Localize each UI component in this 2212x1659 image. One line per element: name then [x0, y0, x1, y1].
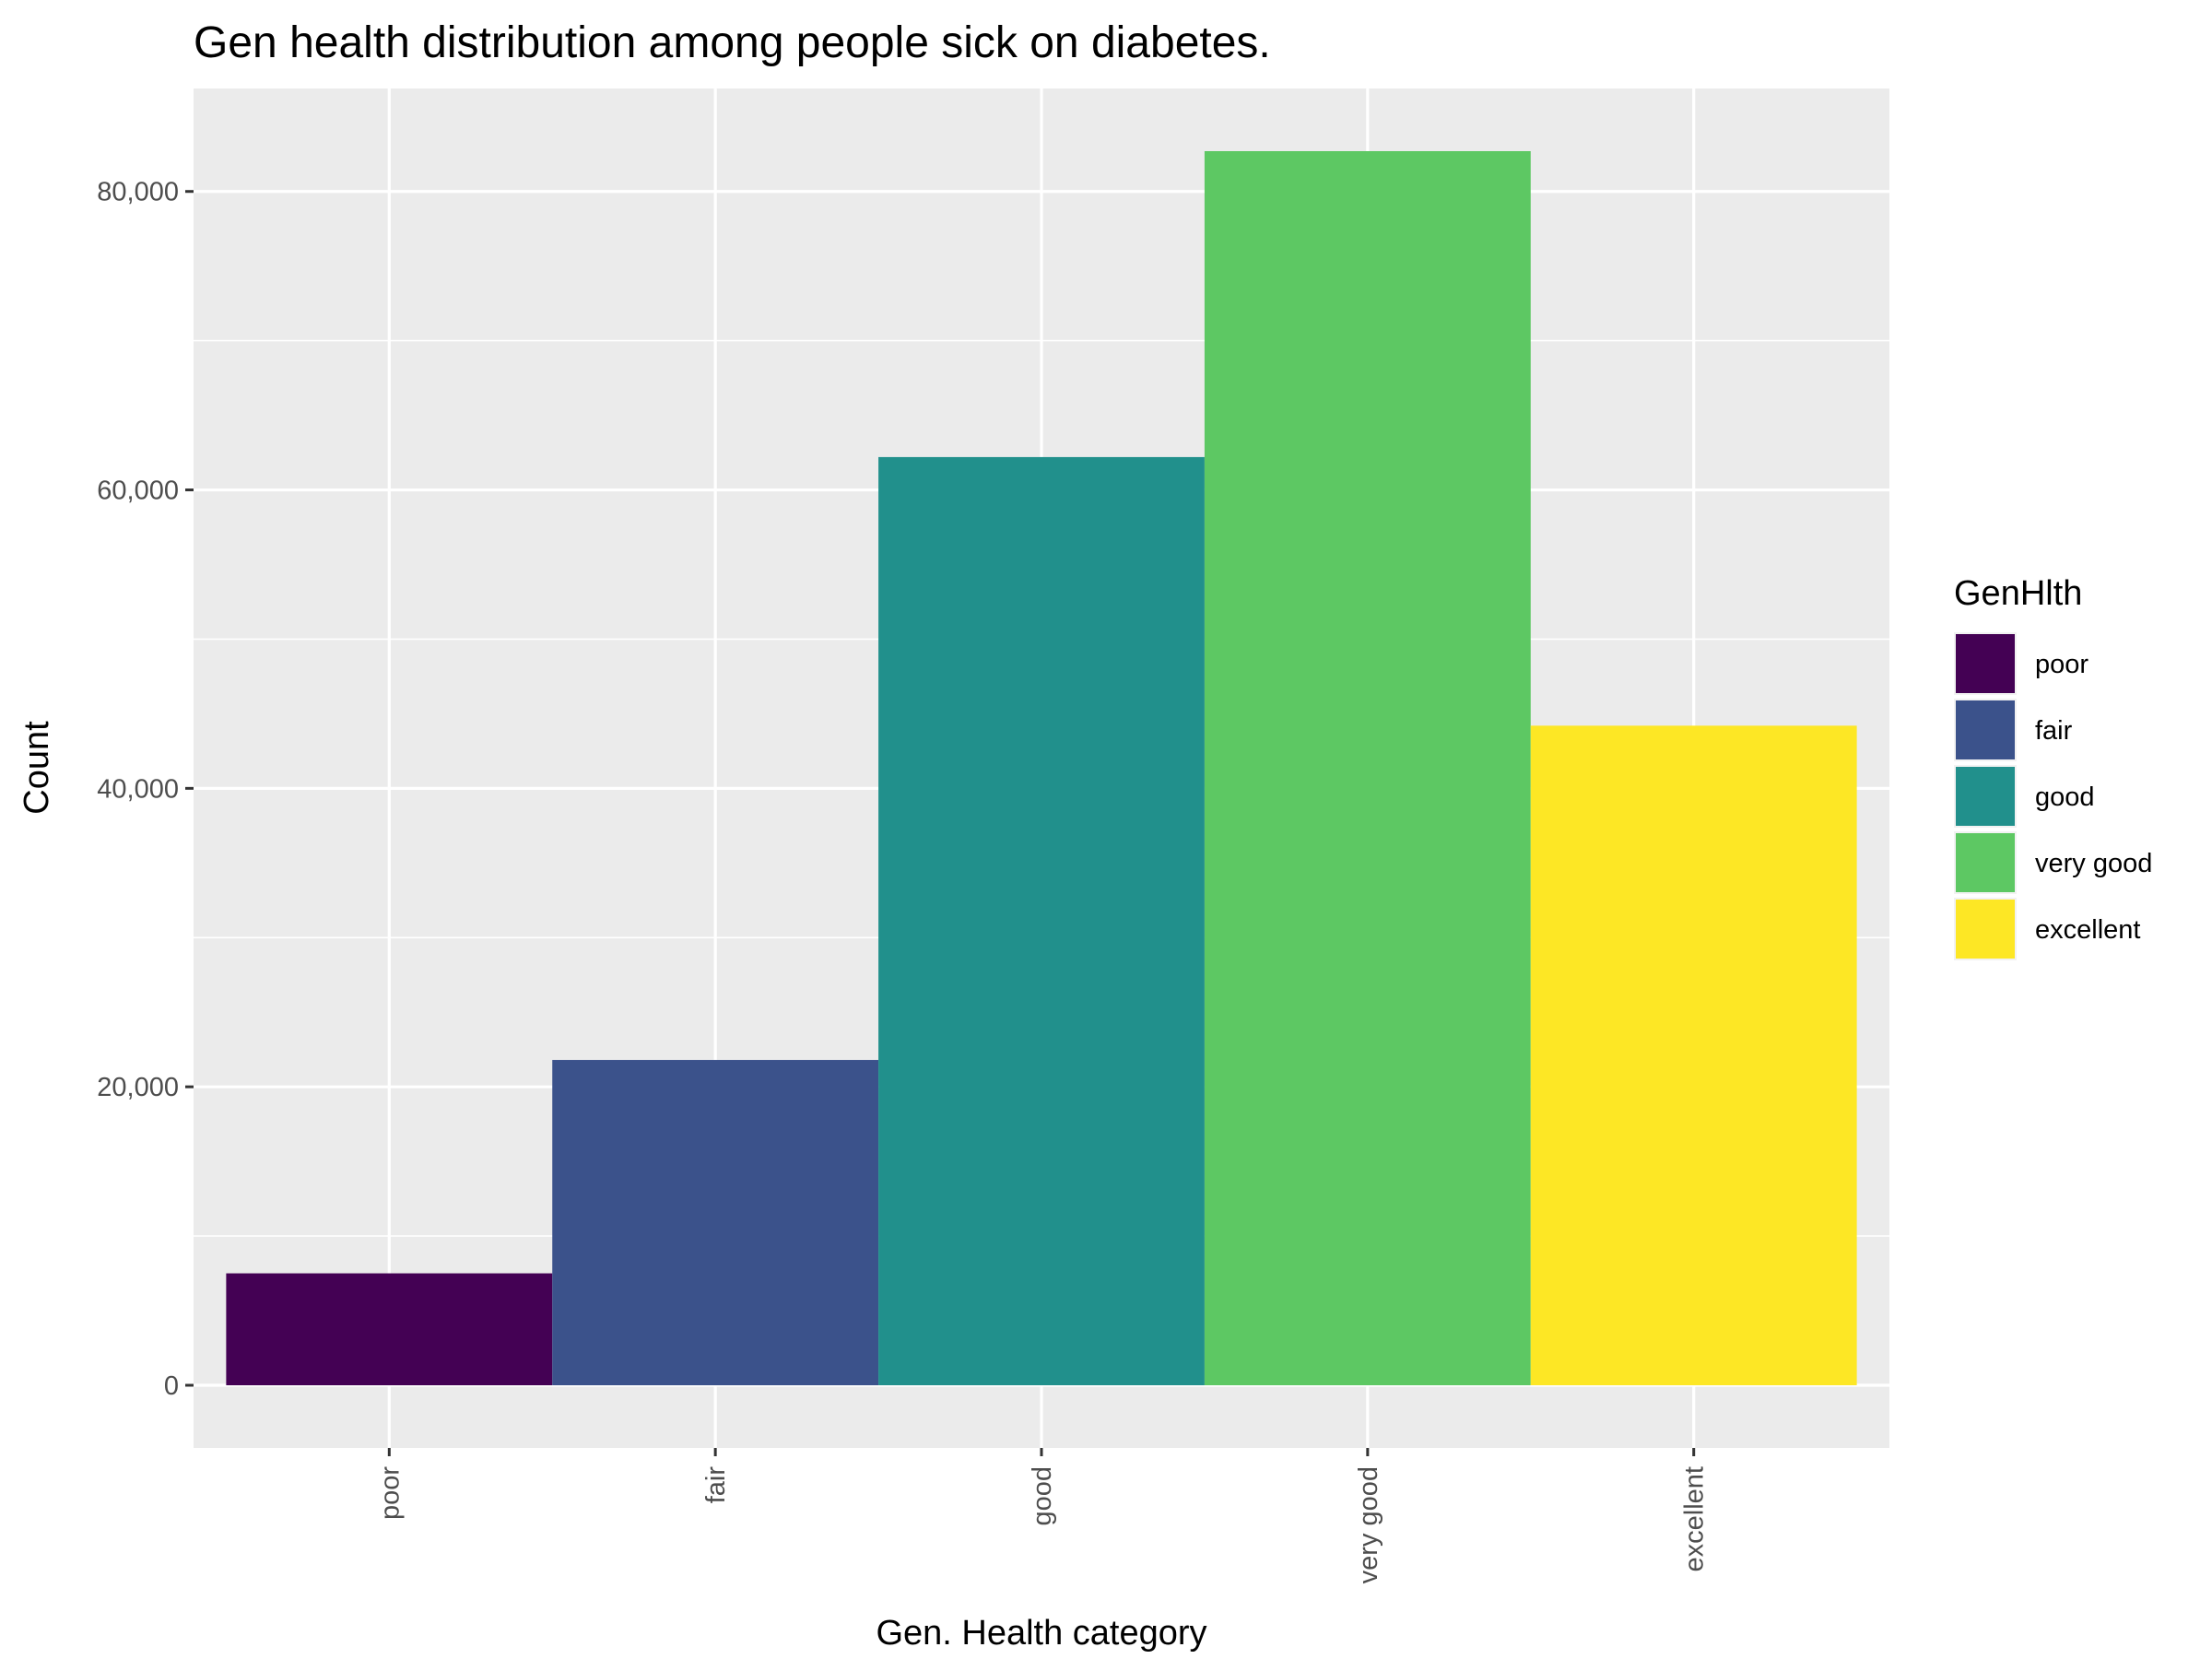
bar-poor [226, 1273, 553, 1385]
legend-swatch [1956, 767, 2015, 826]
y-tick-label: 20,000 [97, 1073, 179, 1102]
legend-swatch [1956, 833, 2015, 892]
legend-label: good [2035, 782, 2095, 812]
y-tick-label: 0 [164, 1371, 179, 1401]
legend-swatch [1956, 700, 2015, 759]
y-axis-title: Count [18, 721, 56, 815]
bar-good [878, 456, 1205, 1385]
y-tick-label: 60,000 [97, 477, 179, 506]
legend-title: GenHlth [1954, 574, 2082, 613]
chart-title: Gen health distribution among people sic… [194, 18, 1271, 67]
bar-very-good [1204, 151, 1531, 1385]
x-axis: poor fair good very good excellent [375, 1448, 1710, 1583]
legend-label: very good [2035, 849, 2152, 878]
legend-swatch [1956, 900, 2015, 959]
legend-label: poor [2035, 650, 2088, 679]
x-tick-label: fair [701, 1466, 731, 1504]
x-tick-label: very good [1354, 1466, 1383, 1583]
y-axis: 0 20,000 40,000 60,000 80,000 [97, 178, 194, 1401]
bar-excellent [1530, 725, 1857, 1385]
legend-label: excellent [2035, 915, 2140, 945]
x-tick-label: good [1028, 1466, 1057, 1526]
x-tick-label: excellent [1680, 1466, 1710, 1571]
legend-label: fair [2035, 716, 2073, 746]
y-tick-label: 80,000 [97, 178, 179, 207]
bars [226, 151, 1857, 1385]
legend-swatch [1956, 634, 2015, 693]
legend: GenHlth poor fair good very good excellent [1954, 574, 2152, 960]
y-tick-label: 40,000 [97, 774, 179, 804]
x-axis-title: Gen. Health category [876, 1614, 1206, 1653]
x-tick-label: poor [375, 1466, 405, 1520]
bar-fair [552, 1060, 879, 1385]
